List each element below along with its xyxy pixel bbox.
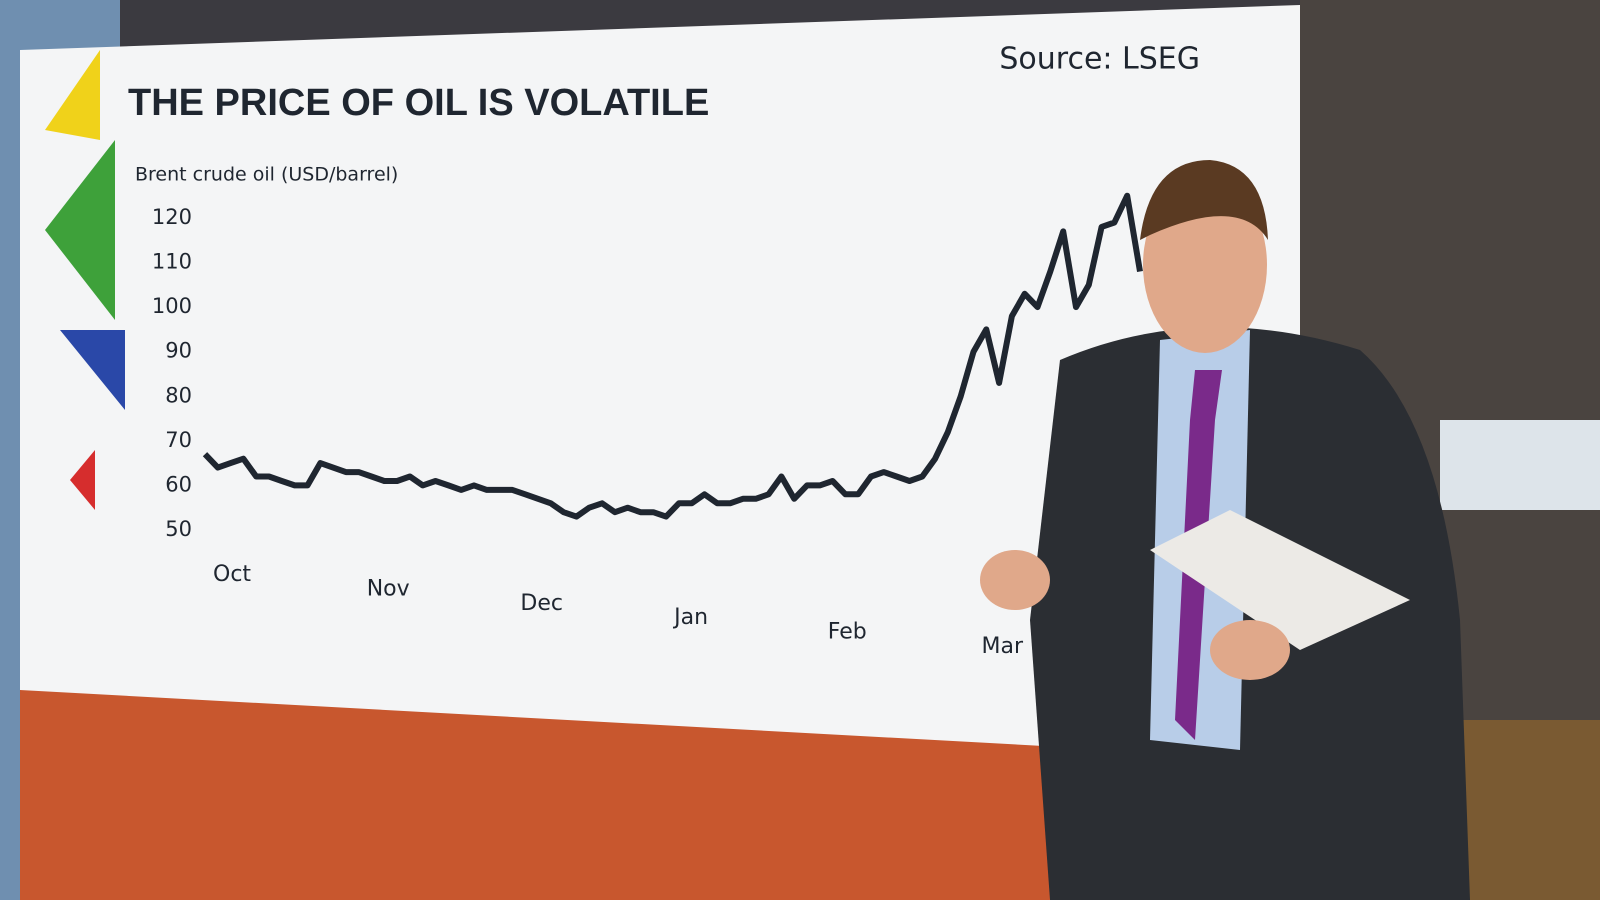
x-tick-label: Mar <box>981 634 1023 659</box>
wall-graphic <box>20 690 1300 900</box>
right-hand <box>1210 620 1290 680</box>
y-tick-label: 50 <box>165 517 192 541</box>
decor-yellow <box>45 50 100 140</box>
y-tick-label: 60 <box>165 472 192 496</box>
x-tick-label: Jan <box>672 605 708 630</box>
decor-blue <box>60 330 125 410</box>
y-tick-label: 120 <box>152 205 192 229</box>
x-tick-label: Nov <box>367 576 410 601</box>
price-line <box>202 192 1143 520</box>
video-wall <box>20 5 1300 860</box>
y-tick-label: 110 <box>152 250 192 274</box>
y-tick-label: 80 <box>165 383 192 407</box>
monitor <box>1440 420 1600 510</box>
x-tick-label: Feb <box>828 620 867 645</box>
y-tick-label: 90 <box>165 339 192 363</box>
plot: 50 60 70 80 90 100 110 120 Oct Nov Dec Jan Feb Mar <box>152 192 1143 659</box>
decor-red <box>70 450 95 510</box>
chart-title: THE PRICE OF OIL IS VOLATILE <box>128 82 709 124</box>
decor-green <box>45 140 115 320</box>
hair <box>1140 160 1268 240</box>
y-axis-label: Brent crude oil (USD/barrel) <box>135 164 398 186</box>
x-tick-label: Dec <box>520 591 563 616</box>
papers <box>1150 510 1410 650</box>
presenter <box>980 160 1470 900</box>
y-tick-label: 70 <box>165 428 192 452</box>
source-note: Source: LSEG <box>999 42 1200 77</box>
x-tick-label: Oct <box>213 562 251 587</box>
y-tick-label: 100 <box>152 294 192 318</box>
left-hand <box>980 550 1050 610</box>
